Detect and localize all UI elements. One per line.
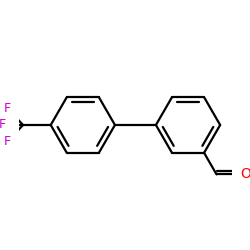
Text: F: F <box>4 135 11 148</box>
Text: O: O <box>240 168 250 181</box>
Text: F: F <box>0 118 6 132</box>
Text: F: F <box>4 102 11 115</box>
